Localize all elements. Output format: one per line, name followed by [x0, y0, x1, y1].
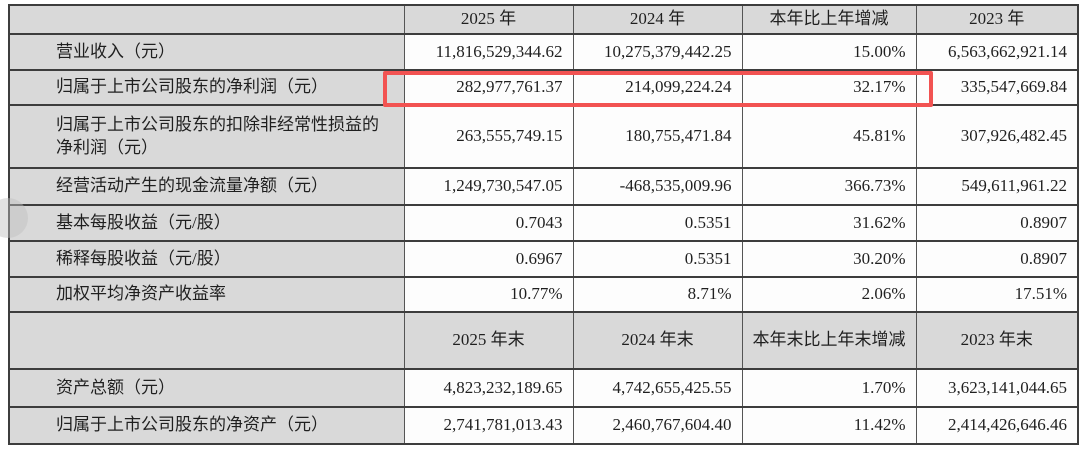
row-label: 经营活动产生的现金流量净额（元）: [8, 167, 405, 206]
value-2023: 307,926,482.45: [915, 104, 1079, 169]
table-row-operating-cash-flow: 经营活动产生的现金流量净额（元） 1,249,730,547.05 -468,5…: [8, 167, 1079, 206]
header-2024-end: 2024 年末: [572, 311, 743, 370]
header-empty-cell: [8, 4, 405, 35]
value-2024: -468,535,009.96: [572, 167, 743, 206]
row-label: 归属于上市公司股东的扣除非经常性损益的净利润（元）: [8, 104, 405, 169]
key-financials-table: 2025 年 2024 年 本年比上年增减 2023 年 营业收入（元） 11,…: [8, 4, 1079, 445]
value-2023: 6,563,662,921.14: [915, 33, 1079, 71]
value-2025: 11,816,529,344.62: [403, 33, 574, 71]
value-change: 31.62%: [741, 204, 917, 242]
table-row-diluted-eps: 稀释每股收益（元/股） 0.6967 0.5351 30.20% 0.8907: [8, 240, 1079, 278]
value-2024: 0.5351: [572, 204, 743, 242]
value-change: 15.00%: [741, 33, 917, 71]
row-label: 营业收入（元）: [8, 33, 405, 71]
row-label: 归属于上市公司股东的净资产（元）: [8, 406, 405, 445]
value-2025: 263,555,749.15: [403, 104, 574, 169]
value-change: 11.42%: [741, 406, 917, 445]
value-change: 366.73%: [741, 167, 917, 206]
table-row-revenue: 营业收入（元） 11,816,529,344.62 10,275,379,442…: [8, 33, 1079, 71]
value-2024: 10,275,379,442.25: [572, 33, 743, 71]
value-2024: 0.5351: [572, 240, 743, 278]
value-2023: 2,414,426,646.46: [915, 406, 1079, 445]
value-2023: 549,611,961.22: [915, 167, 1079, 206]
value-2024: 8.71%: [572, 276, 743, 313]
row-label: 稀释每股收益（元/股）: [8, 240, 405, 278]
value-change: 2.06%: [741, 276, 917, 313]
header-2025-end: 2025 年末: [403, 311, 574, 370]
table-row-weighted-avg-roe: 加权平均净资产收益率 10.77% 8.71% 2.06% 17.51%: [8, 276, 1079, 313]
value-2025: 10.77%: [403, 276, 574, 313]
value-2025: 1,249,730,547.05: [403, 167, 574, 206]
table-row-total-assets: 资产总额（元） 4,823,232,189.65 4,742,655,425.5…: [8, 368, 1079, 408]
value-change: 32.17%: [741, 69, 917, 106]
header-empty-cell: [8, 311, 405, 370]
header-2023-end: 2023 年末: [915, 311, 1079, 370]
value-change: 30.20%: [741, 240, 917, 278]
table-row-net-profit: 归属于上市公司股东的净利润（元） 282,977,761.37 214,099,…: [8, 69, 1079, 106]
table-row-basic-eps: 基本每股收益（元/股） 0.7043 0.5351 31.62% 0.8907: [8, 204, 1079, 242]
value-2025: 2,741,781,013.43: [403, 406, 574, 445]
header-2024: 2024 年: [572, 4, 743, 35]
value-2023: 0.8907: [915, 240, 1079, 278]
value-2023: 3,623,141,044.65: [915, 368, 1079, 408]
table-row-net-assets: 归属于上市公司股东的净资产（元） 2,741,781,013.43 2,460,…: [8, 406, 1079, 445]
table-row-deducted-net-profit: 归属于上市公司股东的扣除非经常性损益的净利润（元） 263,555,749.15…: [8, 104, 1079, 169]
value-2025: 282,977,761.37: [403, 69, 574, 106]
row-label: 归属于上市公司股东的净利润（元）: [8, 69, 405, 106]
value-2024: 214,099,224.24: [572, 69, 743, 106]
value-2023: 335,547,669.84: [915, 69, 1079, 106]
value-2023: 0.8907: [915, 204, 1079, 242]
header-yoy-end-change: 本年末比上年末增减: [741, 311, 917, 370]
value-2025: 0.6967: [403, 240, 574, 278]
table-header-row-period-end: 2025 年末 2024 年末 本年末比上年末增减 2023 年末: [8, 311, 1079, 370]
value-2023: 17.51%: [915, 276, 1079, 313]
table-header-row-annual: 2025 年 2024 年 本年比上年增减 2023 年: [8, 4, 1079, 35]
row-label: 资产总额（元）: [8, 368, 405, 408]
value-2024: 4,742,655,425.55: [572, 368, 743, 408]
header-yoy-change: 本年比上年增减: [741, 4, 917, 35]
row-label: 基本每股收益（元/股）: [8, 204, 405, 242]
header-2023: 2023 年: [915, 4, 1079, 35]
value-change: 45.81%: [741, 104, 917, 169]
value-change: 1.70%: [741, 368, 917, 408]
value-2024: 180,755,471.84: [572, 104, 743, 169]
row-label: 加权平均净资产收益率: [8, 276, 405, 313]
header-2025: 2025 年: [403, 4, 574, 35]
value-2025: 4,823,232,189.65: [403, 368, 574, 408]
value-2024: 2,460,767,604.40: [572, 406, 743, 445]
value-2025: 0.7043: [403, 204, 574, 242]
